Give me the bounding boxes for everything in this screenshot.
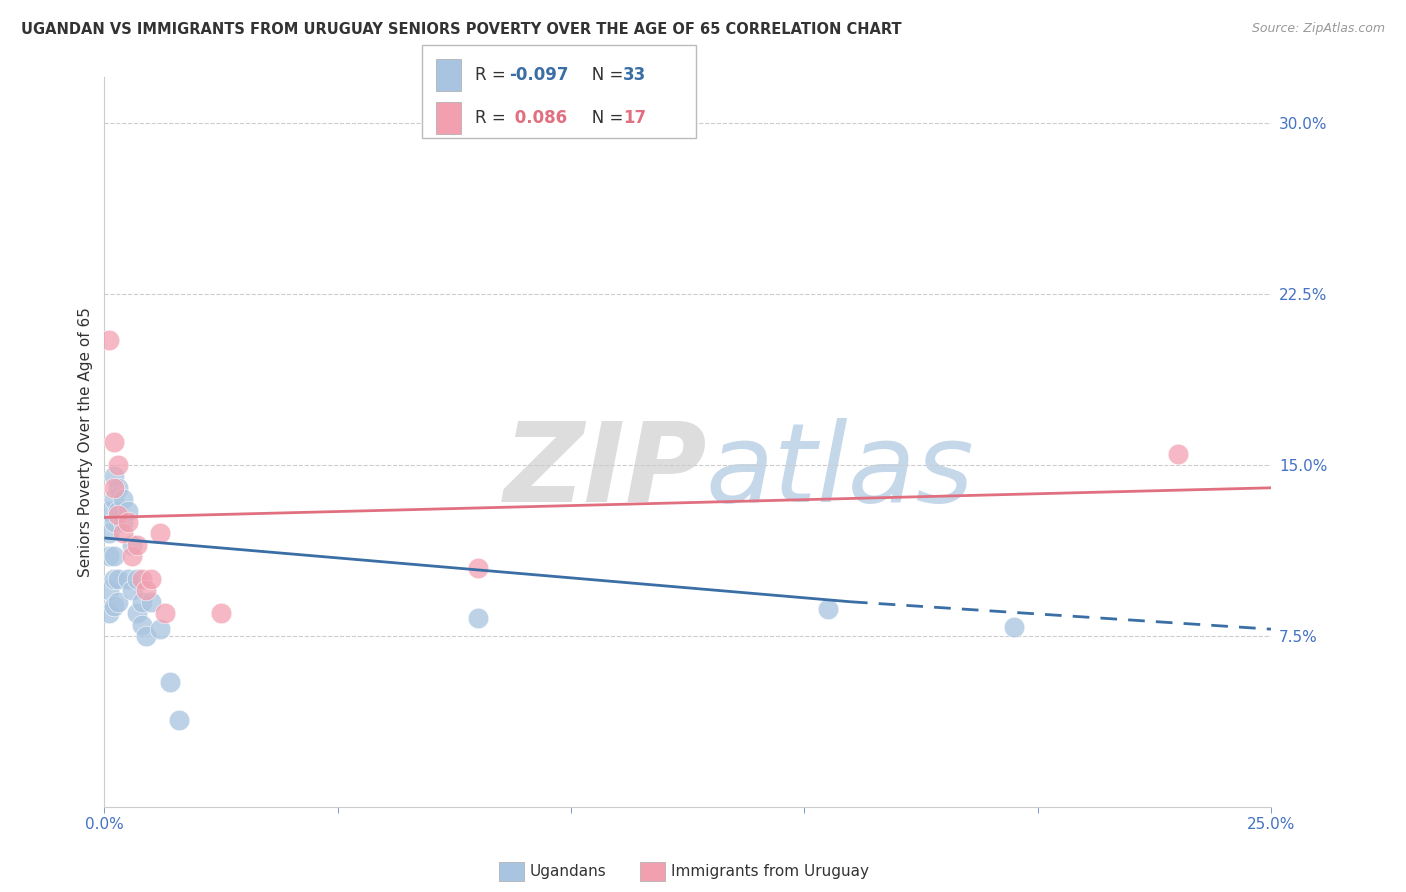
Point xyxy=(103,549,125,564)
Point xyxy=(112,526,135,541)
Point xyxy=(107,503,129,517)
Point xyxy=(125,572,148,586)
Text: N =: N = xyxy=(576,109,628,127)
Point xyxy=(98,526,121,541)
Point xyxy=(149,526,172,541)
Text: 0.086: 0.086 xyxy=(509,109,567,127)
Text: R =: R = xyxy=(475,109,512,127)
Point xyxy=(131,617,153,632)
Point xyxy=(103,469,125,483)
Point xyxy=(107,572,129,586)
Point xyxy=(149,622,172,636)
Point xyxy=(159,674,181,689)
Point xyxy=(117,572,139,586)
Point xyxy=(98,503,121,517)
Point xyxy=(139,595,162,609)
Point xyxy=(112,492,135,507)
Point xyxy=(107,481,129,495)
Point xyxy=(1167,447,1189,461)
Point xyxy=(103,515,125,529)
Point xyxy=(125,606,148,620)
Point xyxy=(817,601,839,615)
Text: ZIP: ZIP xyxy=(505,417,707,524)
Point xyxy=(131,572,153,586)
Text: N =: N = xyxy=(576,66,628,84)
Point xyxy=(107,595,129,609)
Text: 17: 17 xyxy=(623,109,645,127)
Point xyxy=(98,333,121,347)
Point xyxy=(98,549,121,564)
Point xyxy=(103,492,125,507)
Text: Ugandans: Ugandans xyxy=(530,864,607,879)
Point xyxy=(107,508,129,523)
Point xyxy=(135,629,157,643)
Point xyxy=(121,583,143,598)
Point xyxy=(131,595,153,609)
Point xyxy=(209,606,232,620)
Text: UGANDAN VS IMMIGRANTS FROM URUGUAY SENIORS POVERTY OVER THE AGE OF 65 CORRELATIO: UGANDAN VS IMMIGRANTS FROM URUGUAY SENIO… xyxy=(21,22,901,37)
Point xyxy=(467,560,489,574)
Point xyxy=(121,549,143,564)
Text: -0.097: -0.097 xyxy=(509,66,568,84)
Point xyxy=(167,714,190,728)
Text: Source: ZipAtlas.com: Source: ZipAtlas.com xyxy=(1251,22,1385,36)
Point xyxy=(135,583,157,598)
Point xyxy=(98,606,121,620)
Text: atlas: atlas xyxy=(704,417,973,524)
Point xyxy=(103,481,125,495)
Point xyxy=(117,515,139,529)
Text: 33: 33 xyxy=(623,66,647,84)
Point xyxy=(103,572,125,586)
Point xyxy=(103,435,125,450)
Point xyxy=(98,583,121,598)
Point xyxy=(467,611,489,625)
Point xyxy=(139,572,162,586)
Point xyxy=(112,515,135,529)
Point xyxy=(153,606,176,620)
Text: R =: R = xyxy=(475,66,512,84)
Point xyxy=(107,458,129,472)
Point xyxy=(121,538,143,552)
Text: Immigrants from Uruguay: Immigrants from Uruguay xyxy=(671,864,869,879)
Point xyxy=(125,538,148,552)
Y-axis label: Seniors Poverty Over the Age of 65: Seniors Poverty Over the Age of 65 xyxy=(79,307,93,577)
Point xyxy=(117,503,139,517)
Point xyxy=(1002,620,1025,634)
Point xyxy=(103,599,125,614)
